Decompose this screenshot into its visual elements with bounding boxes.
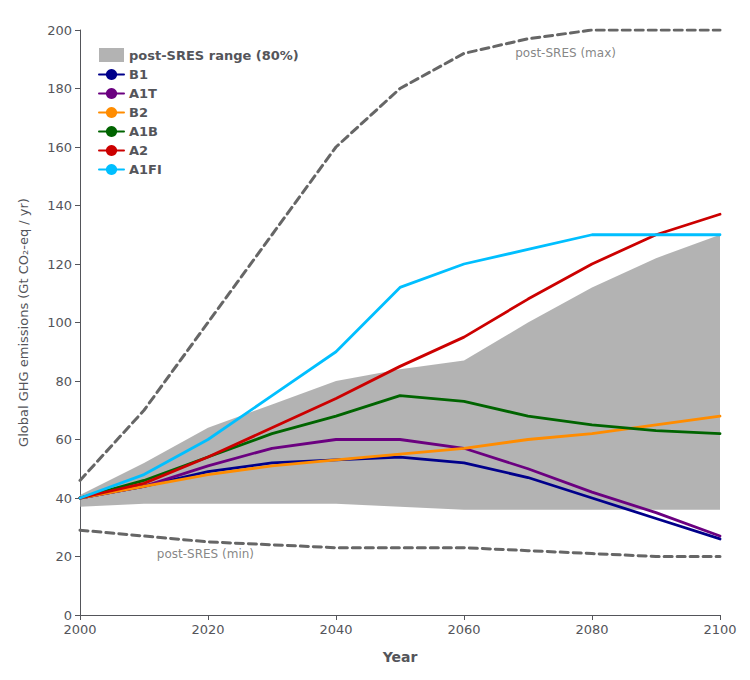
svg-text:100: 100 [47,315,72,330]
svg-text:Global GHG emissions (Gt CO₂-e: Global GHG emissions (Gt CO₂-eq / yr) [16,198,31,447]
svg-text:A1B: A1B [129,124,158,139]
svg-text:20: 20 [55,549,72,564]
svg-text:2100: 2100 [703,622,736,637]
svg-text:post-SRES (max): post-SRES (max) [515,46,616,60]
svg-text:B2: B2 [129,105,148,120]
svg-text:2000: 2000 [63,622,96,637]
svg-text:200: 200 [47,23,72,38]
svg-text:2080: 2080 [575,622,608,637]
svg-text:40: 40 [55,491,72,506]
svg-text:A1T: A1T [129,86,157,101]
svg-text:60: 60 [55,432,72,447]
svg-text:80: 80 [55,374,72,389]
svg-text:180: 180 [47,81,72,96]
svg-text:post-SRES (min): post-SRES (min) [157,547,254,561]
svg-text:2040: 2040 [319,622,352,637]
svg-text:160: 160 [47,140,72,155]
svg-text:Year: Year [382,649,418,665]
svg-text:120: 120 [47,257,72,272]
svg-text:A2: A2 [129,143,148,158]
svg-text:2060: 2060 [447,622,480,637]
svg-text:A1FI: A1FI [129,162,162,177]
svg-text:0: 0 [64,608,72,623]
svg-text:B1: B1 [129,67,148,82]
svg-text:2020: 2020 [191,622,224,637]
svg-text:post-SRES range (80%): post-SRES range (80%) [129,48,299,63]
svg-text:140: 140 [47,198,72,213]
